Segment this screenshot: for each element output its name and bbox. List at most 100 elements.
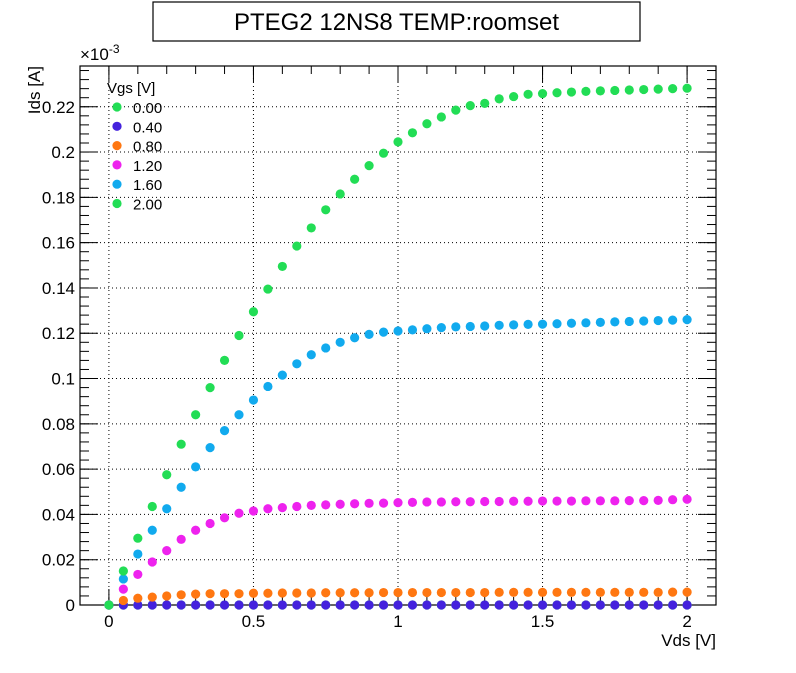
x-tick-label: 2	[682, 612, 691, 631]
data-point-series-3	[668, 495, 678, 505]
data-point-series-4	[263, 381, 273, 392]
data-point-series-2	[480, 587, 490, 598]
data-point-series-3	[118, 584, 128, 594]
legend-marker	[112, 179, 122, 189]
data-point-series-1	[581, 600, 591, 610]
x-tick-label: 0	[104, 612, 113, 631]
data-point-series-2	[248, 588, 259, 598]
legend-entry-label: 2.00	[133, 197, 162, 214]
data-point-series-2	[277, 588, 287, 598]
data-point-series-5	[465, 101, 475, 111]
data-point-series-5	[653, 84, 663, 94]
data-point-series-5	[624, 85, 634, 95]
data-point-series-1	[595, 600, 605, 610]
data-point-series-5	[176, 439, 186, 449]
legend-marker	[112, 102, 122, 112]
data-point-series-2	[191, 589, 201, 599]
data-point-series-5	[219, 355, 230, 366]
data-point-series-5	[537, 89, 548, 99]
data-point-series-4	[306, 350, 316, 360]
data-point-series-2	[350, 588, 360, 598]
data-point-series-4	[292, 359, 302, 369]
data-point-series-4	[682, 315, 692, 325]
data-point-series-3	[263, 504, 273, 514]
data-point-series-1	[162, 600, 172, 610]
data-point-series-1	[263, 600, 273, 610]
data-point-series-3	[219, 513, 230, 523]
legend: Vgs [V] 0.00 0.40 0.80 1.20 1.60 2.00	[107, 80, 162, 214]
data-point-series-4	[624, 316, 634, 327]
data-point-series-4	[537, 319, 548, 329]
data-point-series-3	[292, 501, 302, 512]
data-point-series-5	[595, 86, 605, 96]
data-point-series-4	[234, 410, 244, 420]
data-point-series-4	[205, 443, 215, 453]
data-point-series-5	[393, 137, 403, 147]
data-point-series-2	[147, 592, 157, 602]
legend-title: Vgs [V]	[107, 80, 155, 97]
y-tick-label: 0.08	[42, 415, 75, 434]
data-point-series-4	[118, 574, 128, 584]
data-point-series-4	[552, 319, 562, 329]
data-point-series-4	[610, 317, 620, 327]
data-point-series-3	[494, 496, 504, 507]
data-point-series-1	[191, 600, 201, 610]
data-point-series-1	[248, 600, 259, 610]
data-point-series-5	[451, 105, 461, 115]
y-tick-label: 0.12	[42, 324, 75, 343]
data-point-series-3	[610, 496, 620, 506]
legend-entry-label: 0.40	[133, 119, 162, 136]
data-point-series-2	[393, 587, 403, 598]
data-point-series-1	[523, 600, 533, 610]
data-point-series-1	[321, 600, 331, 610]
data-point-series-1	[552, 600, 562, 610]
data-point-series-1	[147, 600, 157, 610]
data-point-series-4	[422, 324, 432, 334]
data-point-series-5	[610, 85, 620, 96]
data-point-series-4	[191, 462, 201, 472]
data-point-series-3	[133, 569, 143, 580]
data-point-series-3	[552, 496, 562, 506]
data-point-series-2	[494, 587, 504, 597]
data-point-series-4	[350, 333, 360, 343]
data-point-series-2	[523, 587, 533, 597]
data-point-series-5	[566, 87, 577, 97]
legend-entry-label: 1.20	[133, 158, 162, 175]
data-point-series-5	[118, 566, 128, 576]
data-point-series-3	[321, 500, 331, 510]
data-point-series-3	[335, 499, 345, 509]
data-point-series-5	[378, 148, 389, 158]
data-point-series-4	[451, 322, 461, 332]
data-point-series-4	[147, 525, 157, 535]
data-point-series-2	[465, 587, 475, 598]
legend-marker	[112, 121, 122, 131]
data-point-series-4	[378, 327, 389, 337]
y-tick-label: 0.18	[42, 188, 75, 207]
data-point-series-3	[480, 496, 490, 507]
data-point-series-5	[422, 119, 432, 129]
x-tick-label: 0.5	[242, 612, 266, 631]
data-point-series-3	[509, 496, 519, 506]
data-point-series-5	[350, 174, 360, 184]
data-points	[104, 83, 692, 610]
data-point-series-2	[682, 587, 692, 597]
data-point-series-2	[364, 588, 374, 598]
data-point-series-5	[133, 533, 143, 543]
data-point-series-4	[162, 504, 172, 514]
data-point-series-1	[668, 600, 678, 610]
data-point-series-1	[653, 600, 663, 610]
data-point-series-5	[364, 161, 374, 171]
data-point-series-1	[566, 600, 577, 610]
y-axis-exponent: ×10-3	[80, 42, 120, 64]
data-point-series-3	[537, 496, 548, 506]
y-tick-label: 0.22	[42, 98, 75, 117]
data-point-series-5	[639, 84, 649, 95]
data-point-series-3	[378, 498, 389, 508]
data-point-series-4	[436, 322, 446, 333]
data-point-series-3	[191, 525, 201, 535]
x-tick-label: 1.5	[531, 612, 555, 631]
data-point-series-4	[653, 315, 663, 326]
chart-title: PTEG2 12NS8 TEMP:roomset	[234, 9, 559, 36]
data-point-series-2	[263, 588, 273, 598]
